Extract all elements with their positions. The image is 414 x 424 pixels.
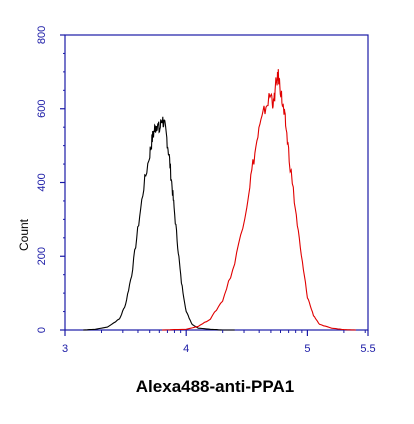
y-tick-label: 200	[36, 247, 48, 265]
x-axis-label: Alexa488-anti-PPA1	[136, 377, 294, 396]
plot-border	[64, 34, 369, 331]
x-tick-label: 5.5	[360, 343, 375, 355]
x-axis-ticks: 3 4 5 5.5	[62, 330, 376, 355]
y-tick-label: 400	[36, 173, 48, 191]
y-tick-label: 0	[36, 327, 48, 333]
y-axis-ticks: 0 200 400 600 800	[36, 26, 65, 333]
series-layer	[83, 69, 356, 331]
y-tick-label: 800	[36, 26, 48, 44]
series-line-1	[83, 116, 235, 331]
x-tick-label: 4	[183, 343, 189, 355]
plot-frame	[64, 34, 369, 331]
y-tick-label: 600	[36, 100, 48, 118]
x-tick-label: 3	[62, 343, 68, 355]
series-line-2	[161, 69, 356, 331]
x-tick-label: 5	[304, 343, 310, 355]
y-axis-label: Count	[17, 218, 31, 251]
